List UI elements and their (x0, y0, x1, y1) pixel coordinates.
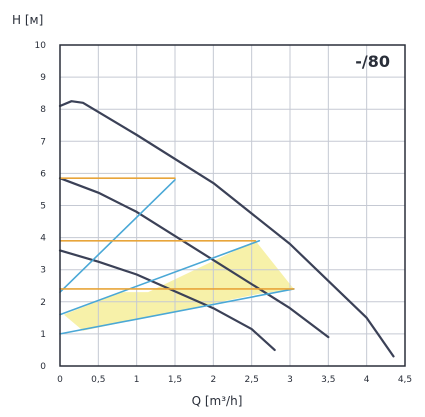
series-control-line-1 (59, 179, 176, 293)
series-control-line-2 (59, 240, 261, 316)
y-tick-label: 8 (40, 105, 46, 115)
series-speed-max (58, 100, 395, 358)
y-tick-label: 5 (40, 202, 46, 212)
y-tick-label: 6 (40, 169, 46, 179)
y-tick-label: 7 (40, 137, 46, 147)
grid-group (60, 45, 405, 366)
x-tick-label: 3 (287, 375, 293, 385)
axes-group (59, 44, 406, 367)
plot-frame (59, 44, 406, 367)
y-tick-label: 2 (40, 298, 46, 308)
x-tick-label: 3,5 (321, 375, 335, 385)
operating-zone-fill (63, 240, 294, 331)
x-tick-label: 4 (364, 375, 370, 385)
y-tick-label: 1 (40, 330, 46, 340)
tick-labels-group: 0 0,5 1 1,5 2 2,5 3 3,5 4 4,5 0 1 2 3 4 5 6 7 8 9 10 (35, 41, 413, 385)
y-tick-label: 9 (40, 73, 46, 83)
x-tick-label: 2 (210, 375, 216, 385)
y-tick-label: 3 (40, 266, 46, 276)
series-speed-min (58, 249, 276, 352)
x-tick-label: 1 (134, 375, 140, 385)
series-control-line-3 (59, 288, 295, 335)
y-tick-label: 10 (35, 41, 47, 51)
series-speed-mid (58, 177, 330, 339)
x-axis-title: Q [m³/h] (192, 394, 243, 408)
regions-group (63, 240, 294, 331)
x-tick-label: 2,5 (245, 375, 259, 385)
y-axis-title: H [м] (12, 13, 43, 27)
series-group (58, 100, 395, 358)
x-tick-label: 1,5 (168, 375, 182, 385)
series-label: -/80 (355, 52, 390, 71)
x-tick-label: 0 (57, 375, 63, 385)
y-tick-label: 0 (40, 362, 46, 372)
x-tick-label: 4,5 (398, 375, 412, 385)
y-tick-label: 4 (40, 234, 46, 244)
x-tick-label: 0,5 (91, 375, 105, 385)
